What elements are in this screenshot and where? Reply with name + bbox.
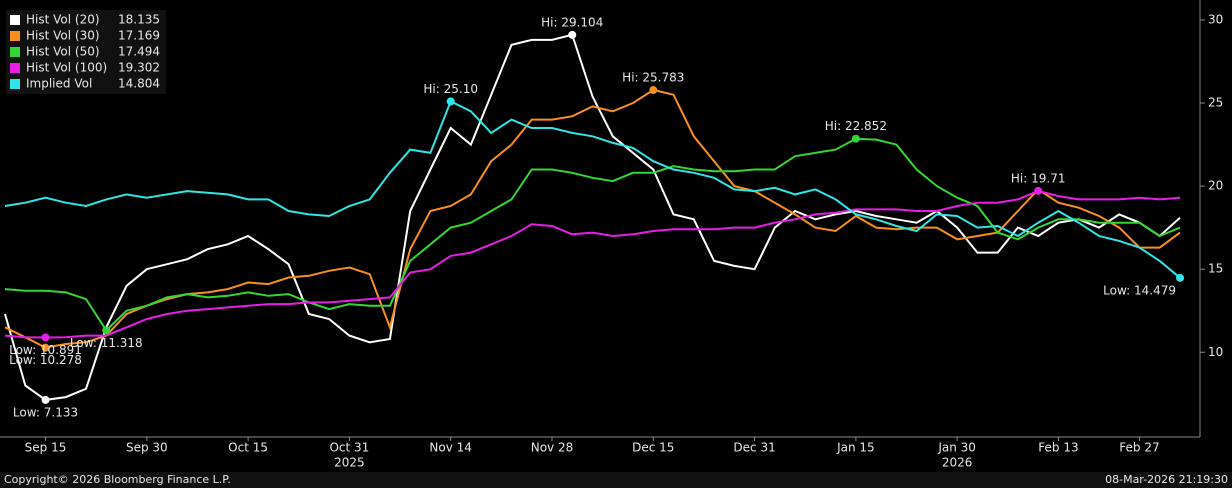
x-tick-label: Dec 15 bbox=[632, 441, 674, 455]
annotation-marker bbox=[1034, 186, 1043, 195]
copyright: Copyright© 2026 Bloomberg Finance L.P. bbox=[4, 473, 231, 486]
x-tick-label: Oct 31 bbox=[329, 441, 369, 455]
legend-label: Hist Vol (100) bbox=[26, 61, 107, 75]
annotation-label: Low: 10.278 bbox=[9, 353, 82, 367]
x-tick-label: Nov 14 bbox=[429, 441, 472, 455]
annotation-label: Low: 14.479 bbox=[1103, 283, 1176, 297]
series-line bbox=[4, 33, 1181, 401]
annotation-label: Hi: 19.71 bbox=[1011, 171, 1066, 185]
legend-label: Hist Vol (30) bbox=[26, 29, 100, 43]
annotation-label: Hi: 25.10 bbox=[423, 82, 478, 96]
legend-value: 17.169 bbox=[118, 29, 160, 43]
legend-value: 18.135 bbox=[118, 13, 160, 27]
x-year-label: 2025 bbox=[334, 456, 365, 470]
x-tick-label: Sep 30 bbox=[126, 441, 168, 455]
legend-swatch bbox=[10, 63, 20, 73]
series-line bbox=[4, 137, 1181, 332]
series-line bbox=[4, 189, 1181, 339]
annotation-label: Low: 11.318 bbox=[70, 336, 143, 350]
legend-box bbox=[6, 10, 166, 94]
x-tick-label: Oct 15 bbox=[228, 441, 268, 455]
annotation-label: Low: 10.891 bbox=[9, 343, 82, 357]
annotation-marker bbox=[41, 395, 50, 404]
series-line bbox=[4, 100, 1181, 279]
legend-swatch bbox=[10, 47, 20, 57]
annotation-marker bbox=[568, 30, 577, 39]
annotation-label: Hi: 29.104 bbox=[541, 15, 603, 29]
legend-value: 17.494 bbox=[118, 45, 160, 59]
x-tick-label: Jan 30 bbox=[937, 441, 976, 455]
annotation-label: Hi: 25.783 bbox=[622, 71, 684, 85]
annotation-marker bbox=[446, 97, 455, 106]
legend-label: Hist Vol (20) bbox=[26, 13, 100, 27]
x-tick-label: Nov 28 bbox=[531, 441, 574, 455]
annotation-marker bbox=[649, 86, 658, 95]
x-tick-label: Dec 31 bbox=[733, 441, 775, 455]
legend-value: 14.804 bbox=[118, 77, 160, 91]
legend-swatch bbox=[10, 31, 20, 41]
legend-swatch bbox=[10, 79, 20, 89]
x-tick-label: Jan 15 bbox=[836, 441, 875, 455]
annotation-marker bbox=[102, 326, 111, 335]
y-tick-label: 20 bbox=[1208, 179, 1223, 193]
timestamp: 08-Mar-2026 21:19:30 bbox=[1105, 473, 1228, 486]
x-year-label: 2026 bbox=[942, 456, 973, 470]
footer-bar bbox=[0, 472, 1232, 488]
x-tick-label: Feb 27 bbox=[1119, 441, 1159, 455]
legend-label: Hist Vol (50) bbox=[26, 45, 100, 59]
annotation-label: Low: 7.133 bbox=[13, 405, 78, 419]
x-tick-label: Sep 15 bbox=[25, 441, 67, 455]
y-tick-label: 10 bbox=[1208, 345, 1223, 359]
y-tick-label: 30 bbox=[1208, 12, 1223, 26]
legend-label: Implied Vol bbox=[26, 77, 92, 91]
y-tick-label: 25 bbox=[1208, 96, 1223, 110]
annotation-marker bbox=[1176, 273, 1184, 282]
y-tick-label: 15 bbox=[1208, 262, 1223, 276]
x-tick-label: Feb 13 bbox=[1038, 441, 1078, 455]
legend-swatch bbox=[10, 15, 20, 25]
annotation-marker bbox=[41, 333, 50, 342]
annotation-label: Hi: 22.852 bbox=[825, 119, 887, 133]
annotation-marker bbox=[851, 134, 860, 143]
legend-value: 19.302 bbox=[118, 61, 160, 75]
series-line bbox=[4, 88, 1181, 349]
annotation-marker bbox=[41, 343, 50, 352]
